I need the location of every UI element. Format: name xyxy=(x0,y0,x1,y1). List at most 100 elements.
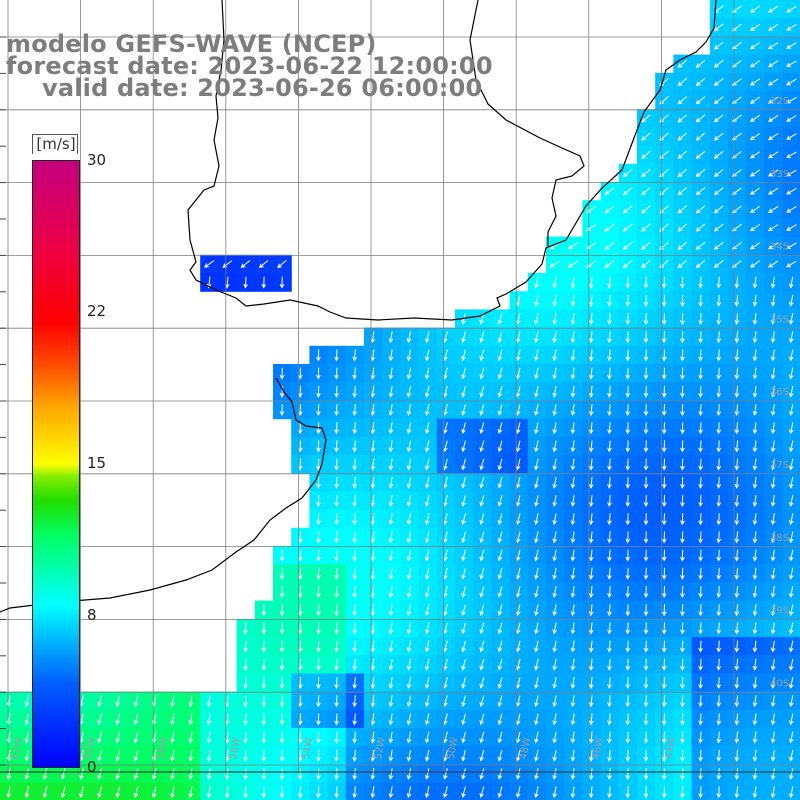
wind-arrow xyxy=(680,767,685,781)
wind-arrow xyxy=(570,586,576,598)
wind-arrow xyxy=(334,403,339,417)
longitude-label: 56W xyxy=(228,736,243,760)
wind-arrow xyxy=(677,96,688,105)
wind-arrow xyxy=(641,205,651,214)
wind-arrow xyxy=(698,494,703,508)
wind-arrow xyxy=(279,786,285,799)
wind-arrow xyxy=(515,658,521,671)
wind-arrow xyxy=(698,786,703,799)
wind-arrow xyxy=(643,767,649,781)
wind-arrow xyxy=(641,187,651,196)
wind-arrow xyxy=(713,41,724,50)
wind-arrow xyxy=(443,786,448,798)
wind-arrow xyxy=(24,713,30,726)
wind-arrow xyxy=(479,476,485,489)
wind-arrow xyxy=(24,695,30,708)
wind-arrow xyxy=(570,294,576,307)
latitude-label: 36S xyxy=(770,387,789,398)
wind-arrow xyxy=(497,422,503,435)
wind-arrow xyxy=(734,567,740,580)
wind-arrow xyxy=(316,767,321,781)
wind-arrow xyxy=(680,786,685,799)
wind-arrow xyxy=(424,731,430,744)
wind-arrow xyxy=(497,495,503,507)
wind-arrow xyxy=(297,731,303,744)
wind-arrow xyxy=(370,531,376,544)
longitude-label: 46W xyxy=(591,736,606,760)
wind-arrow xyxy=(479,677,485,689)
wind-arrow xyxy=(570,331,576,344)
wind-arrow xyxy=(788,531,794,544)
wind-arrow xyxy=(334,640,339,653)
wind-arrow xyxy=(334,494,339,508)
wind-arrow xyxy=(770,695,776,708)
wind-arrow xyxy=(768,78,779,86)
wind-arrow xyxy=(279,640,285,653)
wind-arrow xyxy=(641,168,651,178)
wind-arrow xyxy=(352,713,358,726)
wind-arrow xyxy=(680,385,685,398)
wind-arrow xyxy=(643,713,649,726)
wind-arrow xyxy=(749,23,761,31)
wind-arrow xyxy=(406,495,412,507)
wind-arrow xyxy=(680,294,685,307)
wind-arrow xyxy=(370,658,376,671)
wind-arrow xyxy=(607,713,612,726)
wind-arrow xyxy=(534,767,539,780)
latitude-label: 35S xyxy=(770,314,789,325)
wind-arrow xyxy=(552,731,557,744)
wind-arrow xyxy=(661,567,667,580)
wind-arrow xyxy=(607,622,612,635)
wind-arrow xyxy=(607,658,612,671)
wind-arrow xyxy=(734,749,740,762)
wind-arrow xyxy=(713,132,724,141)
wind-arrow xyxy=(479,658,485,671)
wind-arrow xyxy=(461,495,466,507)
wind-arrow xyxy=(424,622,430,635)
wind-arrow xyxy=(352,513,358,526)
wind-arrow xyxy=(713,187,724,196)
wind-arrow xyxy=(680,276,685,289)
wind-arrow xyxy=(788,367,794,380)
wind-arrow xyxy=(588,403,594,417)
wind-arrow xyxy=(479,440,485,453)
wind-arrow xyxy=(461,604,466,617)
wind-arrow xyxy=(788,586,794,598)
wind-arrow xyxy=(643,403,649,417)
wind-arrow xyxy=(479,458,485,471)
wind-arrow xyxy=(424,513,430,526)
wind-arrow xyxy=(552,604,557,617)
wind-arrow xyxy=(424,585,430,598)
wind-arrow xyxy=(461,367,466,380)
wind-arrow xyxy=(479,786,485,799)
wind-arrow xyxy=(734,476,740,489)
wind-arrow xyxy=(607,403,612,417)
wind-arrow xyxy=(370,767,376,781)
wind-arrow xyxy=(297,676,303,690)
wind-arrow xyxy=(713,114,724,123)
wind-arrow xyxy=(316,513,321,526)
wind-arrow xyxy=(749,242,761,250)
wind-arrow xyxy=(770,476,776,489)
wind-arrow xyxy=(334,695,339,708)
wind-arrow xyxy=(406,367,412,380)
colorbar-tick-15: 15 xyxy=(87,454,107,472)
wind-arrow xyxy=(388,458,394,471)
wind-arrow xyxy=(661,494,667,508)
wind-arrow xyxy=(680,731,685,744)
wind-arrow xyxy=(206,713,212,726)
wind-arrow xyxy=(625,622,631,635)
wind-arrow xyxy=(622,223,633,232)
wind-arrow xyxy=(24,731,30,744)
wind-arrow xyxy=(734,676,740,690)
wind-arrow xyxy=(461,640,466,653)
wind-arrow xyxy=(625,513,631,526)
wind-arrow xyxy=(370,567,376,580)
wind-arrow xyxy=(370,349,376,362)
wind-arrow xyxy=(297,786,303,799)
wind-arrow xyxy=(279,385,285,398)
wind-arrow xyxy=(604,241,615,250)
wind-arrow xyxy=(334,549,339,562)
wind-arrow xyxy=(151,786,157,799)
